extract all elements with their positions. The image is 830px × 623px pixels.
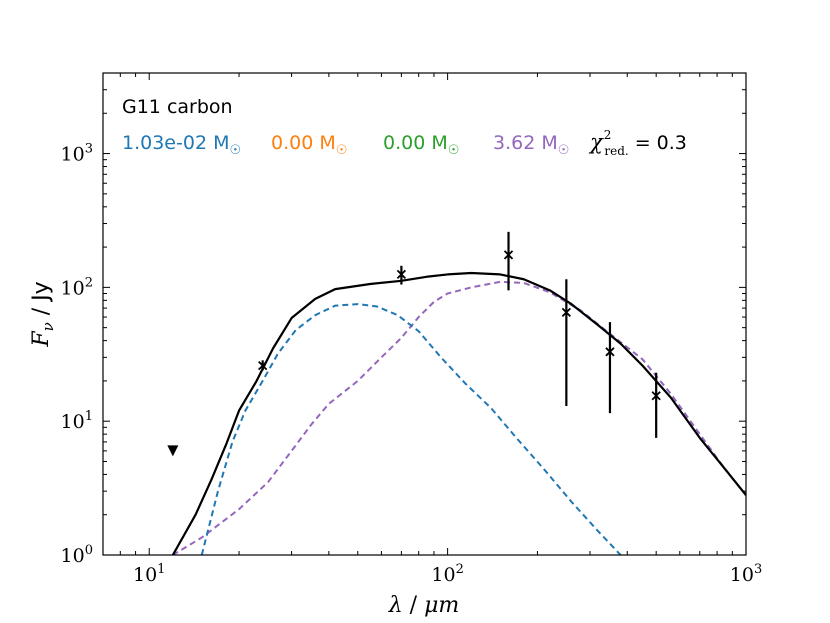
y-tick-label: 100 [61,543,93,567]
data-point-marker [503,250,514,260]
legend-entry-orange: 0.00 M☉ [271,132,347,158]
chi2-label: χ2 red. = 0.3 [588,128,687,158]
plot-area [167,231,746,555]
x-axis-label: λ / μm [388,593,460,618]
x-tick-label: 103 [730,562,762,586]
data-point-marker [561,307,571,318]
series-warm-dust-line [200,303,622,555]
data-point-marker [396,269,407,280]
upper-limit-marker [167,445,179,457]
data-point-marker [605,347,615,357]
x-tick-label: 102 [431,562,463,586]
y-tick-label: 103 [61,142,93,166]
x-tick-label: 101 [133,562,165,586]
legend: 1.03e-02 M☉ 0.00 M☉ 0.00 M☉ 3.62 M☉ χ2 re… [122,128,687,158]
y-tick-label: 102 [61,275,93,299]
curves [171,271,746,555]
y-axis: 100 101 102 103 [61,72,746,567]
series-cold-dust-line [172,280,746,555]
x-axis: 101 102 103 [102,73,762,586]
data-point-marker [258,361,268,371]
photometry-points [258,231,661,438]
legend-entry-warm: 1.03e-02 M☉ [122,132,241,158]
series-total-line [171,271,746,555]
chart-title: G11 carbon [122,96,233,118]
legend-entry-green: 0.00 M☉ [383,132,459,158]
axes-frame [102,72,747,556]
y-axis-label: Fν / Jy [29,281,57,347]
y-tick-label: 101 [61,409,93,433]
data-point-marker [651,391,661,401]
legend-entry-cold: 3.62 M☉ [493,132,569,158]
